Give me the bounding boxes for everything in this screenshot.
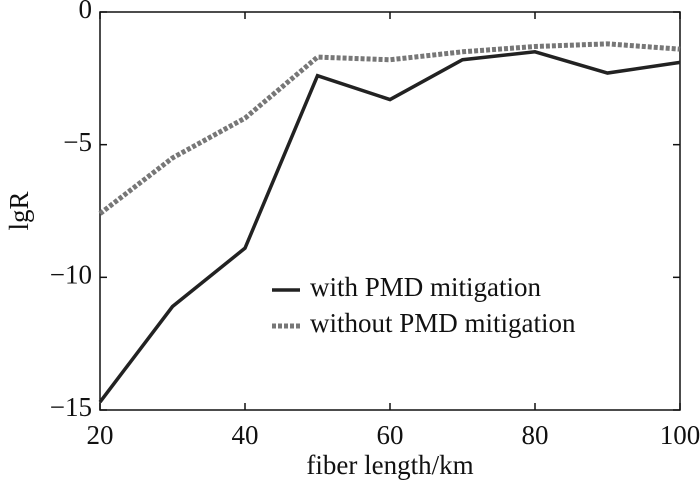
x-tick-label: 80 (522, 420, 549, 450)
legend-label: without PMD mitigation (310, 308, 576, 338)
data-line (98, 41, 681, 216)
data-line (98, 50, 681, 404)
x-tick-label: 20 (87, 420, 114, 450)
y-tick-label: 0 (79, 0, 93, 24)
y-tick-label: −10 (50, 260, 92, 290)
x-tick-label: 60 (377, 420, 404, 450)
x-axis-label: fiber length/km (306, 450, 473, 480)
x-tick-label: 100 (660, 420, 700, 450)
y-tick-label: −15 (50, 392, 92, 422)
x-tick-label: 40 (232, 420, 259, 450)
y-tick-label: −5 (63, 127, 92, 157)
plot-frame (99, 11, 681, 411)
y-axis-label: lgR (4, 191, 34, 230)
legend-label: with PMD mitigation (310, 272, 542, 302)
